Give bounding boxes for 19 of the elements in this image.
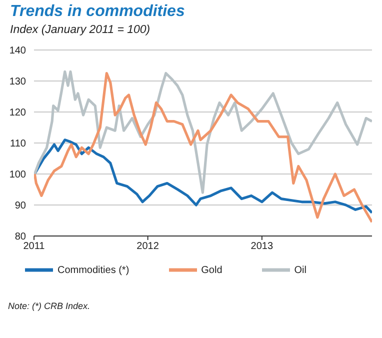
x-tick-label: 2013 (250, 241, 274, 252)
legend-label: Oil (294, 264, 307, 276)
line-series (34, 138, 372, 214)
legend-label: Commodities (*) (57, 264, 130, 276)
y-tick-label: 80 (14, 232, 26, 243)
line-series (34, 72, 372, 224)
chart-title: Trends in commodities (10, 3, 185, 21)
x-tick-label: 2011 (23, 241, 46, 252)
x-tick-label: 2012 (136, 241, 160, 252)
y-tick-label: 90 (14, 200, 26, 212)
text: Note: (*) CRB Index. (8, 300, 90, 312)
y-tick-label: 110 (10, 138, 26, 150)
y-tick-label: 100 (9, 170, 26, 181)
y-tick-label: 140 (9, 46, 26, 57)
y-tick-label: 120 (9, 108, 26, 119)
chart-subtitle: Index (January 2011 = 100) (10, 24, 150, 36)
legend-label: Gold (201, 264, 222, 276)
line-series (34, 70, 372, 194)
y-tick-label: 130 (9, 76, 26, 88)
